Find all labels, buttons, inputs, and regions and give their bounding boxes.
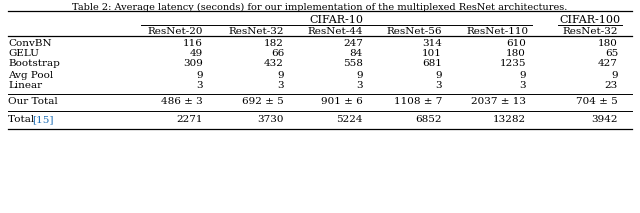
Text: 1235: 1235 xyxy=(499,59,526,69)
Text: 9: 9 xyxy=(196,71,203,79)
Text: 247: 247 xyxy=(343,39,363,47)
Text: 3730: 3730 xyxy=(257,115,284,125)
Text: ResNet-110: ResNet-110 xyxy=(467,27,529,36)
Text: 3942: 3942 xyxy=(591,115,618,125)
Text: 23: 23 xyxy=(605,82,618,91)
Text: ConvBN: ConvBN xyxy=(8,39,52,47)
Text: 66: 66 xyxy=(271,49,284,58)
Text: 2037 ± 13: 2037 ± 13 xyxy=(471,98,526,106)
Text: 9: 9 xyxy=(435,71,442,79)
Text: 681: 681 xyxy=(422,59,442,69)
Text: 180: 180 xyxy=(506,49,526,58)
Text: 5224: 5224 xyxy=(337,115,363,125)
Text: Table 2: Average latency (seconds) for our implementation of the multiplexed Res: Table 2: Average latency (seconds) for o… xyxy=(72,3,568,12)
Text: ResNet-32: ResNet-32 xyxy=(563,27,618,36)
Text: 182: 182 xyxy=(264,39,284,47)
Text: 65: 65 xyxy=(605,49,618,58)
Text: 901 ± 6: 901 ± 6 xyxy=(321,98,363,106)
Text: ResNet-56: ResNet-56 xyxy=(387,27,442,36)
Text: 3: 3 xyxy=(520,82,526,91)
Text: 9: 9 xyxy=(356,71,363,79)
Text: 704 ± 5: 704 ± 5 xyxy=(576,98,618,106)
Text: Avg Pool: Avg Pool xyxy=(8,71,53,79)
Text: ResNet-44: ResNet-44 xyxy=(307,27,363,36)
Text: Total: Total xyxy=(8,115,38,125)
Text: [15]: [15] xyxy=(32,115,54,125)
Text: 432: 432 xyxy=(264,59,284,69)
Text: Linear: Linear xyxy=(8,82,42,91)
Text: 180: 180 xyxy=(598,39,618,47)
Text: 9: 9 xyxy=(520,71,526,79)
Text: 486 ± 3: 486 ± 3 xyxy=(161,98,203,106)
Text: GELU: GELU xyxy=(8,49,39,58)
Text: CIFAR-10: CIFAR-10 xyxy=(310,15,364,25)
Text: 3: 3 xyxy=(277,82,284,91)
Text: 9: 9 xyxy=(277,71,284,79)
Text: 2271: 2271 xyxy=(177,115,203,125)
Text: 610: 610 xyxy=(506,39,526,47)
Text: Our Total: Our Total xyxy=(8,98,58,106)
Text: 49: 49 xyxy=(189,49,203,58)
Text: 3: 3 xyxy=(356,82,363,91)
Text: 314: 314 xyxy=(422,39,442,47)
Text: Bootstrap: Bootstrap xyxy=(8,59,60,69)
Text: 3: 3 xyxy=(196,82,203,91)
Text: 558: 558 xyxy=(343,59,363,69)
Text: 101: 101 xyxy=(422,49,442,58)
Text: 116: 116 xyxy=(183,39,203,47)
Text: 9: 9 xyxy=(611,71,618,79)
Text: 1108 ± 7: 1108 ± 7 xyxy=(394,98,442,106)
Text: ResNet-32: ResNet-32 xyxy=(228,27,284,36)
Text: 692 ± 5: 692 ± 5 xyxy=(243,98,284,106)
Text: 13282: 13282 xyxy=(493,115,526,125)
Text: 84: 84 xyxy=(349,49,363,58)
Text: 309: 309 xyxy=(183,59,203,69)
Text: 427: 427 xyxy=(598,59,618,69)
Text: CIFAR-100: CIFAR-100 xyxy=(559,15,621,25)
Text: 3: 3 xyxy=(435,82,442,91)
Text: 6852: 6852 xyxy=(415,115,442,125)
Text: ResNet-20: ResNet-20 xyxy=(147,27,203,36)
